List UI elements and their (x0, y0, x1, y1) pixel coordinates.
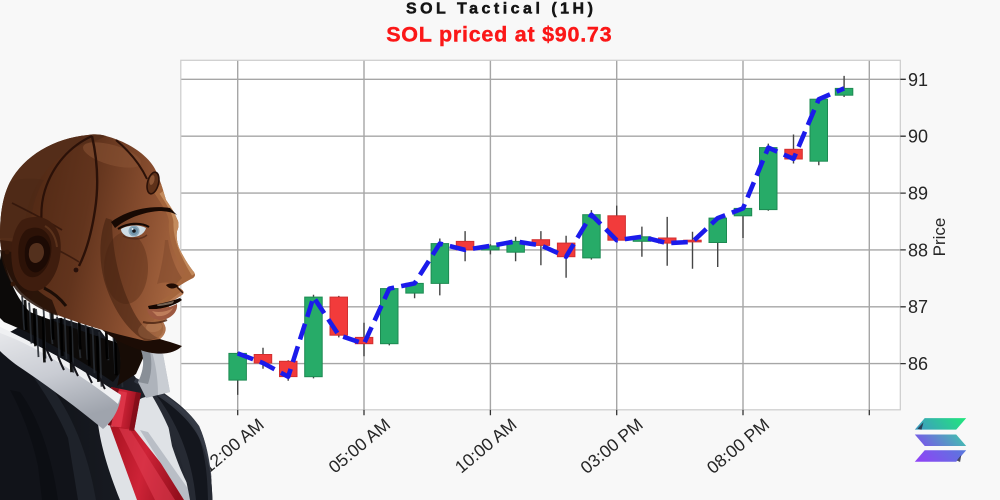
svg-text:87: 87 (908, 297, 928, 317)
svg-text:SOL priced at $90.73: SOL priced at $90.73 (386, 23, 612, 47)
svg-text:SOL Tactical (1H): SOL Tactical (1H) (406, 1, 597, 18)
svg-text:89: 89 (908, 184, 928, 204)
svg-text:88: 88 (908, 240, 928, 260)
svg-text:Price: Price (930, 218, 949, 257)
svg-text:86: 86 (908, 354, 928, 374)
svg-text:90: 90 (908, 127, 928, 147)
svg-text:91: 91 (908, 70, 928, 90)
